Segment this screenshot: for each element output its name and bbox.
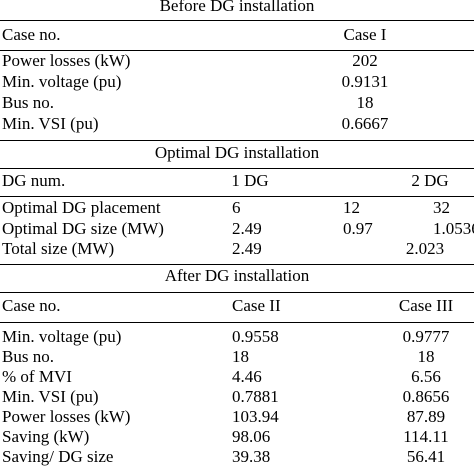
table-rule <box>0 50 474 51</box>
header-cell: Case no. <box>2 296 61 315</box>
row-label: Min. voltage (pu) <box>2 327 121 346</box>
row-label: Bus no. <box>2 347 54 366</box>
row-label: Saving (kW) <box>2 427 89 446</box>
table-rule <box>0 264 474 265</box>
cell-value: 0.9558 <box>232 327 279 346</box>
cell-value: 0.7881 <box>232 387 279 406</box>
row-label: Min. VSI (pu) <box>2 387 99 406</box>
cell-value: 18 <box>418 347 435 366</box>
header-cell: Case III <box>399 296 454 315</box>
header-cell: DG num. <box>2 171 65 190</box>
row-label: Optimal DG placement <box>2 198 161 217</box>
cell-value: 0.9777 <box>403 327 450 346</box>
row-label: Power losses (kW) <box>2 51 130 70</box>
cell-value: 6 <box>232 198 241 217</box>
cell-value: 98.06 <box>232 427 270 446</box>
header-cell: 2 DG <box>411 171 448 190</box>
cell-value: 0.8656 <box>403 387 450 406</box>
cell-value: 4.46 <box>232 367 262 386</box>
cell-value: 32 <box>433 198 450 217</box>
row-label: Saving/ DG size <box>2 447 113 466</box>
cell-value: 114.11 <box>403 427 449 446</box>
table-rule <box>0 168 474 169</box>
table-rule <box>0 322 474 323</box>
section-title: After DG installation <box>165 266 310 285</box>
cell-value: 12 <box>343 198 360 217</box>
cell-value: 0.9131 <box>342 72 389 91</box>
section-title: Before DG installation <box>160 0 315 15</box>
row-label: Min. voltage (pu) <box>2 72 121 91</box>
cell-value: 202 <box>352 51 378 70</box>
row-label: Power losses (kW) <box>2 407 130 426</box>
cell-value: 2.49 <box>232 239 262 258</box>
cell-value: 39.38 <box>232 447 270 466</box>
header-cell: Case no. <box>2 25 61 44</box>
cell-value: 56.41 <box>407 447 445 466</box>
cell-value: 87.89 <box>407 407 445 426</box>
row-label: % of MVI <box>2 367 72 386</box>
row-label: Optimal DG size (MW) <box>2 219 164 238</box>
cell-value: 1.0536 <box>433 219 474 238</box>
row-label: Bus no. <box>2 93 54 112</box>
cell-value: 18 <box>232 347 249 366</box>
table-rule <box>0 20 474 21</box>
section-title: Optimal DG installation <box>155 143 320 162</box>
cell-value: 0.6667 <box>342 114 389 133</box>
table-rule <box>0 292 474 293</box>
cell-value: 6.56 <box>411 367 441 386</box>
cell-value: 2.49 <box>232 219 262 238</box>
header-cell: 1 DG <box>231 171 268 190</box>
row-label: Total size (MW) <box>2 239 114 258</box>
cell-value: 18 <box>357 93 374 112</box>
row-label: Min. VSI (pu) <box>2 114 99 133</box>
table-rule <box>0 140 474 141</box>
cell-value: 2.023 <box>406 239 444 258</box>
cell-value: 103.94 <box>232 407 279 426</box>
header-cell: Case I <box>344 25 387 44</box>
cell-value: 0.97 <box>343 219 373 238</box>
header-cell: Case II <box>232 296 281 315</box>
table-rule <box>0 196 474 197</box>
